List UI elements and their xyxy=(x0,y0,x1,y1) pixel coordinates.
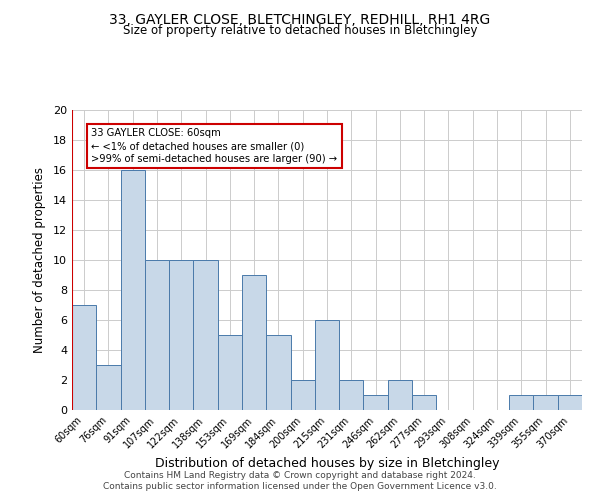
Bar xyxy=(533,395,558,410)
Bar xyxy=(266,335,290,410)
Bar xyxy=(339,380,364,410)
Bar xyxy=(315,320,339,410)
Text: 33 GAYLER CLOSE: 60sqm
← <1% of detached houses are smaller (0)
>99% of semi-det: 33 GAYLER CLOSE: 60sqm ← <1% of detached… xyxy=(91,128,338,164)
Bar xyxy=(242,275,266,410)
Bar xyxy=(193,260,218,410)
Y-axis label: Number of detached properties: Number of detached properties xyxy=(33,167,46,353)
X-axis label: Distribution of detached houses by size in Bletchingley: Distribution of detached houses by size … xyxy=(155,457,499,470)
Bar xyxy=(364,395,388,410)
Bar xyxy=(558,395,582,410)
Text: Size of property relative to detached houses in Bletchingley: Size of property relative to detached ho… xyxy=(123,24,477,37)
Bar xyxy=(412,395,436,410)
Bar xyxy=(218,335,242,410)
Text: 33, GAYLER CLOSE, BLETCHINGLEY, REDHILL, RH1 4RG: 33, GAYLER CLOSE, BLETCHINGLEY, REDHILL,… xyxy=(109,12,491,26)
Bar xyxy=(145,260,169,410)
Bar xyxy=(388,380,412,410)
Bar xyxy=(509,395,533,410)
Bar xyxy=(72,305,96,410)
Bar xyxy=(290,380,315,410)
Text: Contains HM Land Registry data © Crown copyright and database right 2024.: Contains HM Land Registry data © Crown c… xyxy=(124,471,476,480)
Bar xyxy=(96,365,121,410)
Bar xyxy=(121,170,145,410)
Bar xyxy=(169,260,193,410)
Text: Contains public sector information licensed under the Open Government Licence v3: Contains public sector information licen… xyxy=(103,482,497,491)
